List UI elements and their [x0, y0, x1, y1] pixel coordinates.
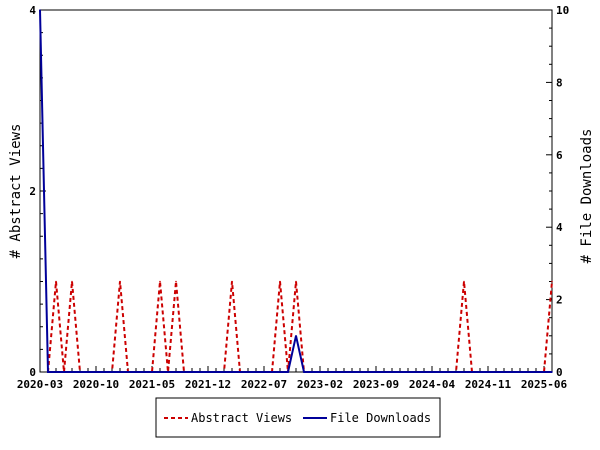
x-tick-label: 2021-12 [185, 378, 231, 391]
data-point [551, 280, 553, 283]
data-point [175, 280, 177, 283]
left-axis-title: # Abstract Views [8, 124, 24, 259]
data-point [279, 280, 281, 283]
x-tick-label: 2021-05 [129, 378, 175, 391]
data-point [47, 371, 49, 373]
data-point [295, 280, 297, 283]
x-tick-label: 2023-02 [297, 378, 343, 391]
data-point [39, 9, 41, 11]
x-tick-label: 2024-04 [409, 378, 456, 391]
x-tick-label: 2024-11 [465, 378, 512, 391]
legend-label-file-downloads: File Downloads [330, 411, 431, 425]
data-point [55, 280, 57, 283]
right-axis-title: # File Downloads [579, 129, 595, 264]
left-y-tick-label: 2 [29, 185, 36, 198]
series-lines [39, 9, 553, 373]
data-point [159, 280, 161, 283]
left-y-tick-label: 4 [29, 4, 36, 17]
x-tick-label: 2025-06 [521, 378, 568, 391]
data-point [287, 371, 289, 373]
legend-label-abstract-views: Abstract Views [191, 411, 292, 425]
left-y-tick-label: 0 [29, 366, 36, 379]
x-tick-label: 2020-10 [73, 378, 119, 391]
data-point [231, 280, 233, 283]
data-point [119, 280, 121, 283]
data-point [303, 371, 305, 373]
data-point [71, 280, 73, 283]
data-point [551, 371, 553, 373]
plot-frame [39, 9, 553, 373]
right-y-tick-label: 4 [556, 221, 563, 234]
x-tick-label: 2023-09 [353, 378, 399, 391]
data-point [463, 280, 465, 283]
right-y-tick-label: 8 [556, 76, 563, 89]
right-y-tick-label: 10 [556, 4, 569, 17]
legend-box [155, 397, 441, 438]
x-tick-label: 2022-07 [241, 378, 287, 391]
right-y-tick-label: 0 [556, 366, 563, 379]
legend: Abstract Views File Downloads [155, 397, 441, 438]
right-y-tick-label: 2 [556, 294, 563, 307]
data-point [295, 335, 297, 337]
right-y-tick-label: 6 [556, 149, 563, 162]
series-line-file-downloads [39, 9, 552, 373]
x-tick-label: 2020-03 [17, 378, 63, 391]
